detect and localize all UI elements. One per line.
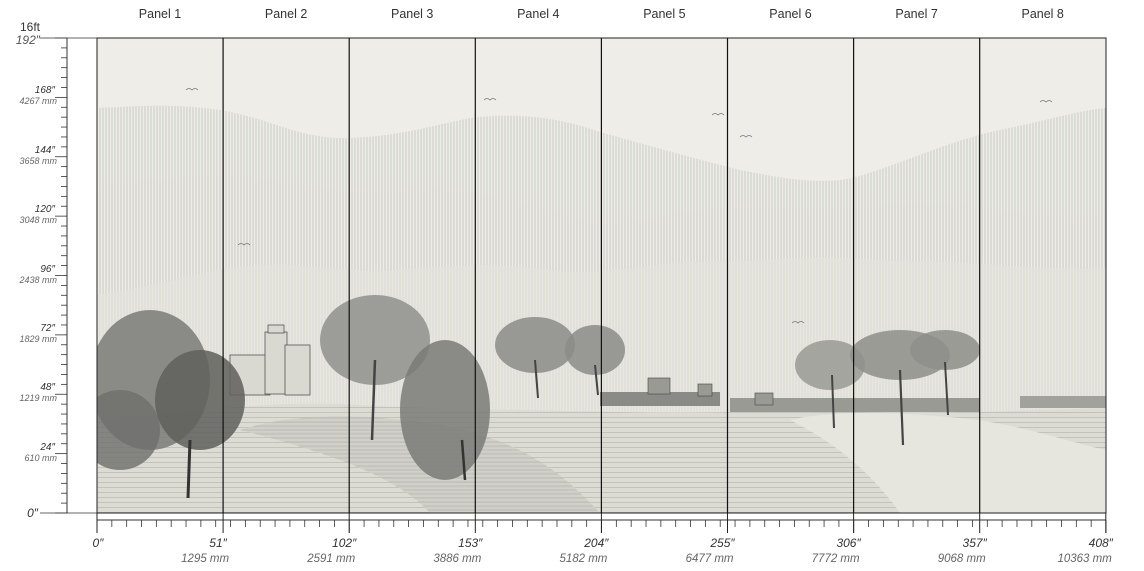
panel-label-3: Panel 3 xyxy=(390,7,434,21)
hedge xyxy=(600,392,720,406)
horizontal-label-mm: 2591 mm xyxy=(307,553,356,565)
vertical-label-in: 120″ xyxy=(34,204,55,216)
horizontal-label-in: 408″ xyxy=(1088,536,1113,550)
vertical-label-mm: 610 mm xyxy=(24,452,57,463)
panel-label-6: Panel 6 xyxy=(769,7,812,21)
hedge-3 xyxy=(1020,396,1106,408)
tree-panel-6-7 xyxy=(795,330,980,446)
horizontal-label-in: 255″ xyxy=(710,536,735,550)
panel-label-8: Panel 8 xyxy=(1021,7,1064,21)
small-building xyxy=(647,377,774,406)
horizontal-label-mm: 6477 mm xyxy=(685,553,734,565)
panel-label-7: Panel 7 xyxy=(895,7,938,21)
vertical-label-in: 24″ xyxy=(40,441,55,453)
horizontal-label-in: 306″ xyxy=(836,536,861,550)
vertical-label-in: 168″ xyxy=(34,85,55,97)
vertical-label-mm: 3658 mm xyxy=(19,155,57,166)
panel-label-4: Panel 4 xyxy=(517,7,560,21)
horizontal-label-mm: 5182 mm xyxy=(559,553,608,565)
panel-label-1: Panel 1 xyxy=(138,7,182,21)
horizontal-label-in: 51″ xyxy=(209,536,227,550)
horizontal-label-mm: 3886 mm xyxy=(433,553,482,565)
path-right xyxy=(790,413,1106,513)
vertical-label-mm: 3048 mm xyxy=(19,215,57,226)
vertical-label-mm: 4267 mm xyxy=(19,96,57,107)
horizontal-label-in: 153″ xyxy=(458,536,483,550)
horizontal-label-in: 357″ xyxy=(962,536,987,550)
horizontal-label-mm: 7772 mm xyxy=(811,553,860,565)
tree-panel-3 xyxy=(320,295,490,481)
vertical-label-in: 96″ xyxy=(40,263,55,275)
birds xyxy=(185,88,1053,324)
horizontal-label-mm: 9068 mm xyxy=(937,553,986,565)
vertical-label-mm: 2438 mm xyxy=(19,274,57,285)
vertical-scale-top-unit: 16ft xyxy=(19,20,40,34)
vertical-ruler xyxy=(40,37,97,514)
tree-left-cluster xyxy=(97,310,245,499)
horizontal-label-mm: 1295 mm xyxy=(181,553,230,565)
vertical-label-in: 48″ xyxy=(40,382,55,394)
panel-label-5: Panel 5 xyxy=(643,7,686,21)
panel-label-2: Panel 2 xyxy=(264,7,308,21)
vertical-scale-zero: 0″ xyxy=(27,506,38,520)
villa xyxy=(229,324,311,396)
horizontal-label-in: 204″ xyxy=(584,536,609,550)
tree-panel-4 xyxy=(495,317,625,399)
horizontal-label-in: 102″ xyxy=(332,536,357,550)
panel-dividers xyxy=(222,38,981,513)
vertical-label-mm: 1829 mm xyxy=(19,333,57,344)
horizontal-label-mm: 10363 mm xyxy=(1057,553,1112,565)
vertical-label-mm: 1219 mm xyxy=(19,393,57,404)
vertical-scale-top-value: 192″ xyxy=(15,33,40,47)
horizontal-scale-zero: 0″ xyxy=(92,536,104,550)
horizontal-ruler xyxy=(96,513,1107,533)
vertical-label-in: 72″ xyxy=(40,322,55,334)
hedge-2 xyxy=(730,398,980,412)
vertical-label-in: 144″ xyxy=(34,144,55,156)
